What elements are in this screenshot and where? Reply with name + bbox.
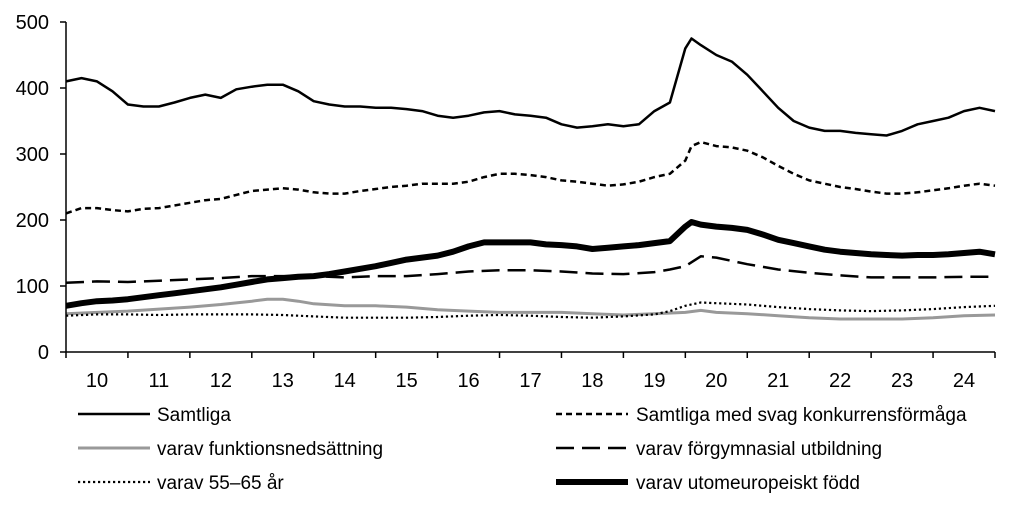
series-line-5 [65, 301, 996, 319]
x-tick-label: 12 [210, 370, 232, 392]
x-tick-label: 10 [86, 370, 108, 392]
x-tick-label: 18 [581, 370, 603, 392]
y-axis-ticks: 0 100 200 300 400 500 [16, 12, 66, 364]
series-line-2 [65, 140, 996, 215]
x-tick-label: 19 [643, 370, 665, 392]
x-tick-label: 11 [149, 370, 170, 392]
series-line-1 [65, 37, 996, 137]
x-tick-label: 17 [519, 370, 541, 392]
y-tick-label: 100 [16, 276, 49, 298]
x-tick-label: 23 [891, 370, 913, 392]
legend-item: Samtliga [78, 405, 231, 426]
x-tick-label: 14 [334, 370, 356, 392]
axes [65, 22, 995, 353]
series-line-4 [65, 255, 995, 284]
legend-label: Samtliga [157, 405, 231, 426]
series-layer [65, 37, 996, 321]
x-tick-label: 20 [705, 370, 727, 392]
legend-label: varav förgymnasial utbildning [636, 439, 882, 460]
y-tick-label: 500 [16, 12, 49, 34]
y-tick-label: 400 [16, 78, 49, 100]
x-tick-label: 13 [272, 370, 294, 392]
y-tick-label: 300 [16, 144, 49, 166]
series-line-6 [65, 219, 996, 309]
legend-item: Samtliga med svag konkurrensförmåga [556, 405, 967, 426]
legend-label: varav 55–65 år [157, 473, 284, 494]
legend-label: varav funktionsnedsättning [157, 439, 383, 460]
y-tick-label: 200 [16, 210, 49, 232]
legend-label: varav utomeuropeiskt född [636, 473, 860, 494]
legend-item: varav förgymnasial utbildning [556, 439, 882, 460]
legend-item: varav 55–65 år [78, 473, 284, 494]
legend-item: varav utomeuropeiskt född [556, 473, 860, 494]
x-tick-label: 21 [767, 370, 789, 392]
x-tick-label: 24 [953, 370, 975, 392]
y-tick-label: 0 [38, 342, 49, 364]
x-axis-ticks: 10 11 12 13 14 15 16 17 18 19 20 21 22 23 24 [65, 352, 996, 392]
series-line-3 [65, 297, 996, 321]
x-tick-label: 22 [829, 370, 851, 392]
x-tick-label: 15 [396, 370, 418, 392]
legend-label: Samtliga med svag konkurrensförmåga [636, 405, 967, 426]
x-tick-label: 16 [457, 370, 479, 392]
legend: Samtliga Samtliga med svag konkurrensförm… [78, 405, 967, 494]
legend-item: varav funktionsnedsättning [78, 439, 383, 460]
